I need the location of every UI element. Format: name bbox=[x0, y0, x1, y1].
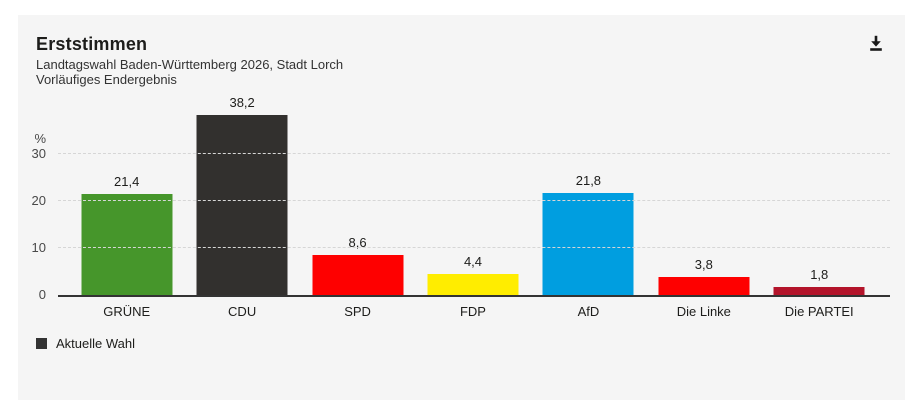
value-label-die-linke: 3,8 bbox=[694, 257, 713, 273]
bar-grüne bbox=[81, 194, 173, 295]
bar-group-die-partei: 1,8 Die PARTEI bbox=[762, 15, 877, 319]
bar-chart-plot-area: 21,4 GRÜNE 38,2 CDU 8,6 SPD 4,4 FDP 21,8 AfD 3,8 Di… bbox=[69, 15, 877, 319]
bar-die-partei bbox=[773, 286, 865, 295]
bar-die-linke bbox=[658, 277, 750, 295]
chart-subtitle-line2: Vorläufiges Endergebnis bbox=[36, 72, 177, 87]
bar-group-grüne: 21,4 GRÜNE bbox=[69, 15, 184, 319]
category-label-spd: SPD bbox=[344, 304, 371, 319]
bar-group-die-linke: 3,8 Die Linke bbox=[646, 15, 761, 319]
gridline-10 bbox=[58, 247, 890, 248]
bar-spd bbox=[312, 254, 404, 295]
category-label-die-linke: Die Linke bbox=[676, 304, 731, 319]
category-label-cdu: CDU bbox=[228, 304, 257, 319]
legend-label: Aktuelle Wahl bbox=[56, 336, 135, 351]
y-axis-tick-label: 20 bbox=[31, 193, 46, 208]
chart-description: Landtagswahl Baden-Württemberg 2026, Sta… bbox=[36, 57, 343, 87]
bar-group-fdp: 4,4 FDP bbox=[415, 15, 530, 319]
bar-afd bbox=[542, 192, 634, 295]
chart-title: Erststimmen bbox=[36, 34, 148, 54]
legend: Aktuelle Wahl bbox=[36, 336, 135, 351]
bar-fdp bbox=[427, 274, 519, 295]
value-label-grüne: 21,4 bbox=[114, 174, 140, 190]
value-label-spd: 8,6 bbox=[348, 234, 367, 250]
download-icon bbox=[870, 35, 882, 51]
category-label-fdp: FDP bbox=[459, 304, 486, 319]
y-axis-tick-label: 0 bbox=[38, 287, 46, 302]
value-label-afd: 21,8 bbox=[575, 172, 602, 188]
y-axis-tick-label: 10 bbox=[31, 240, 46, 255]
chart-subtitle-line1: Landtagswahl Baden-Württemberg 2026, Sta… bbox=[36, 57, 344, 72]
gridline-20 bbox=[58, 200, 890, 201]
gridline-30 bbox=[58, 153, 890, 154]
legend-swatch bbox=[36, 338, 47, 349]
y-axis-unit-label: % bbox=[34, 131, 46, 146]
chart-card: Erststimmen Landtagswahl Baden-Württembe… bbox=[18, 15, 905, 400]
bar-cdu bbox=[196, 115, 288, 295]
bar-chart: 21,4 GRÜNE 38,2 CDU 8,6 SPD 4,4 FDP 21,8 AfD 3,8 Di… bbox=[32, 15, 890, 319]
download-button[interactable] bbox=[864, 31, 888, 55]
value-label-cdu: 38,2 bbox=[229, 95, 255, 111]
bar-group-spd: 8,6 SPD bbox=[300, 15, 415, 319]
category-label-grüne: GRÜNE bbox=[103, 304, 151, 319]
category-label-die-partei: Die PARTEI bbox=[784, 304, 854, 319]
bar-group-cdu: 38,2 CDU bbox=[184, 15, 299, 319]
value-label-die-partei: 1,8 bbox=[810, 266, 829, 282]
value-label-fdp: 4,4 bbox=[463, 254, 483, 270]
y-axis-tick-label: 30 bbox=[31, 146, 46, 161]
category-label-afd: AfD bbox=[577, 304, 600, 319]
bar-group-afd: 21,8 AfD bbox=[531, 15, 646, 319]
